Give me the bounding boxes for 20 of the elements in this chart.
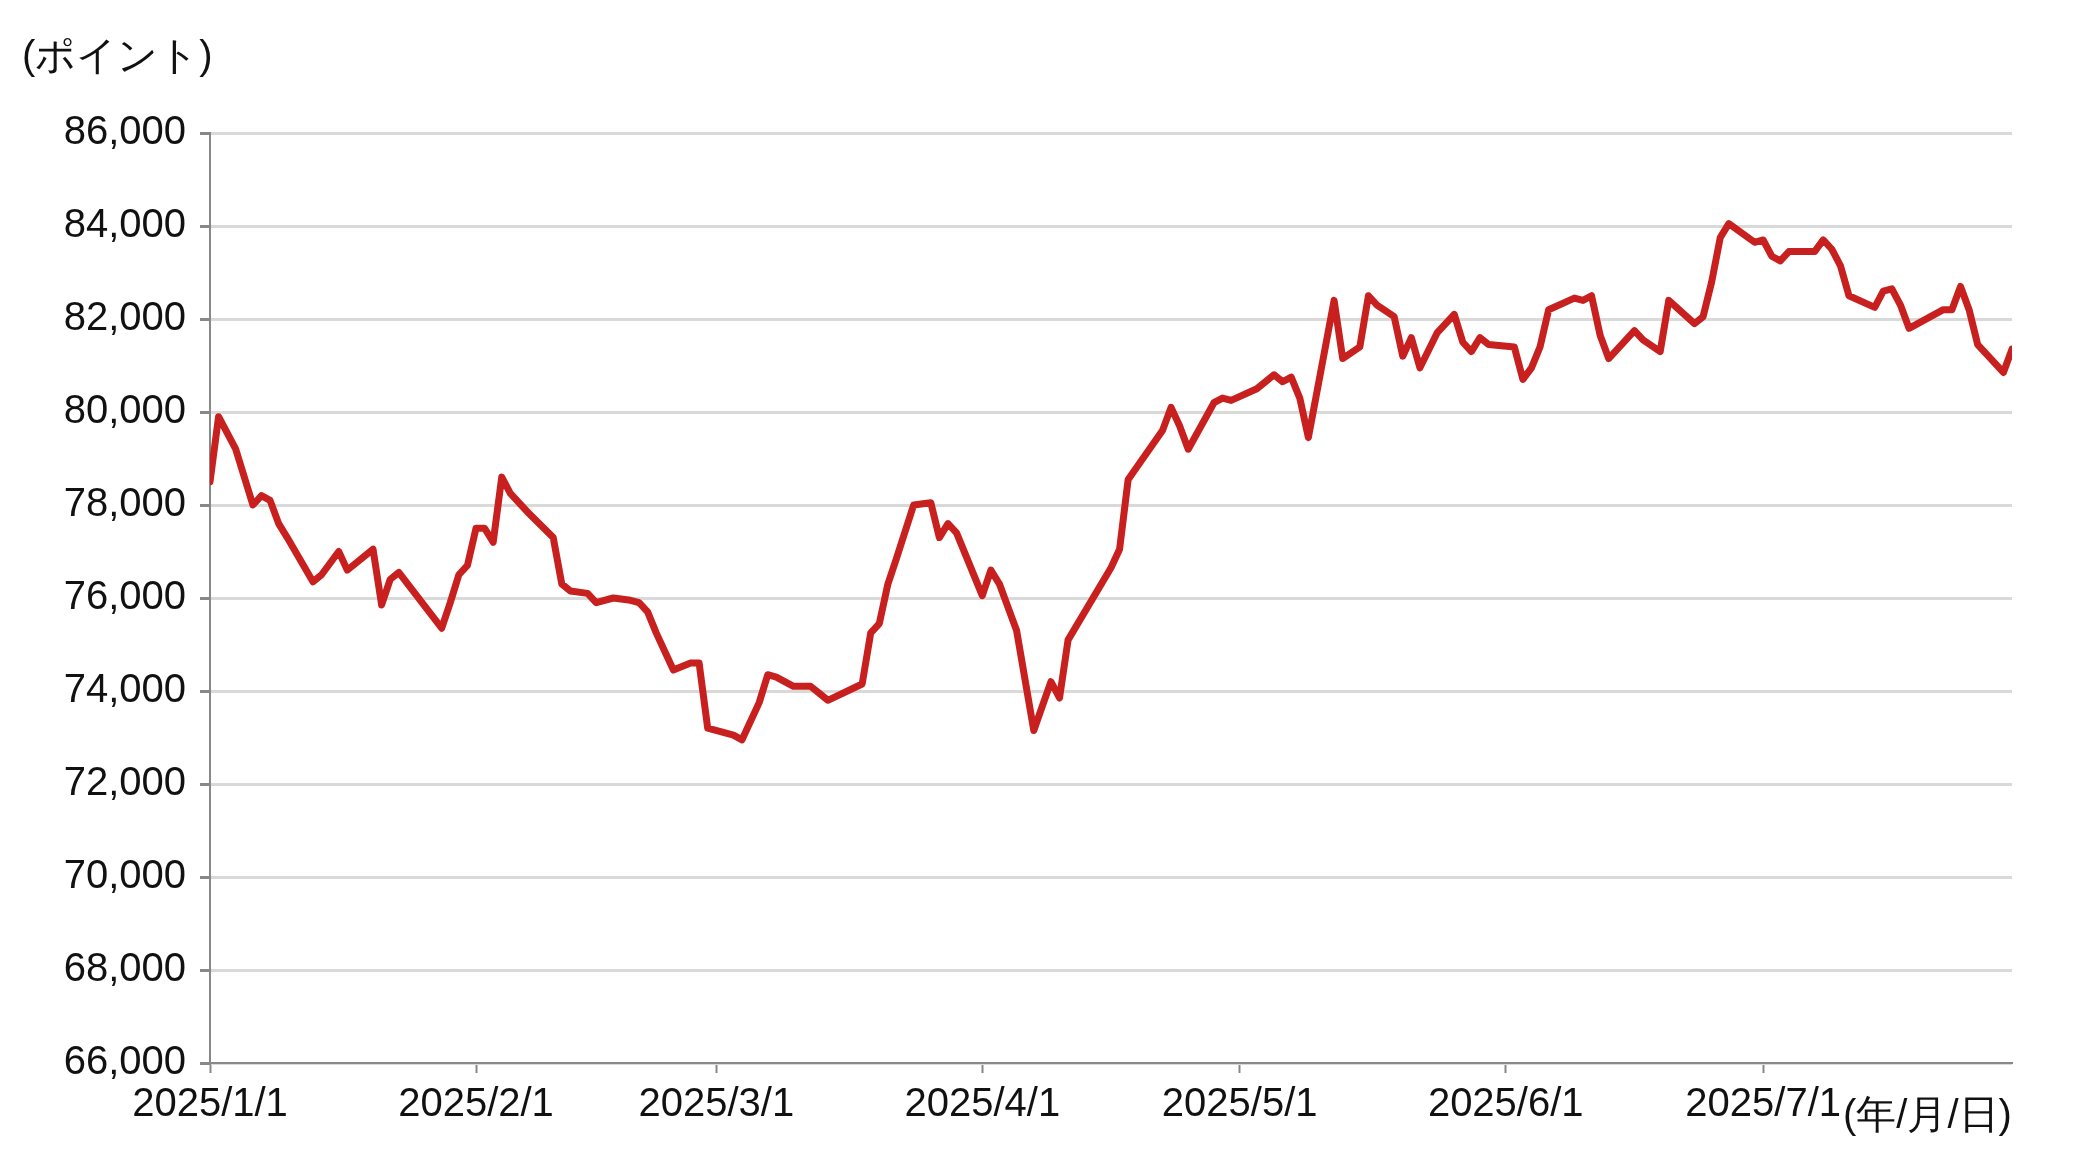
y-tick-label: 80,000 [63,387,186,432]
y-tick-label: 84,000 [63,201,186,246]
x-tick-label: 2025/4/1 [904,1080,1061,1125]
x-tick-label: 2025/5/1 [1161,1080,1318,1125]
y-tick-label: 74,000 [63,666,186,711]
y-tick-label: 66,000 [63,1038,186,1083]
y-axis-title: (ポイント) [22,33,213,78]
y-tick-label: 72,000 [63,759,186,804]
x-tick-label: 2025/2/1 [398,1080,554,1125]
y-tick-label: 78,000 [63,480,186,525]
x-tick-label: 2025/6/1 [1427,1080,1584,1125]
y-tick-label: 70,000 [63,852,186,897]
y-tick-label: 76,000 [63,573,186,618]
y-tick-label: 68,000 [63,945,186,990]
x-tick-label: 2025/3/1 [638,1080,795,1125]
x-tick-label: 2025/1/1 [132,1080,288,1125]
y-tick-label: 82,000 [63,294,186,339]
x-axis-title: (年/月/日) [1843,1092,2012,1137]
x-tick-label: 2025/7/1 [1685,1080,1841,1125]
y-tick-label: 86,000 [63,108,186,153]
